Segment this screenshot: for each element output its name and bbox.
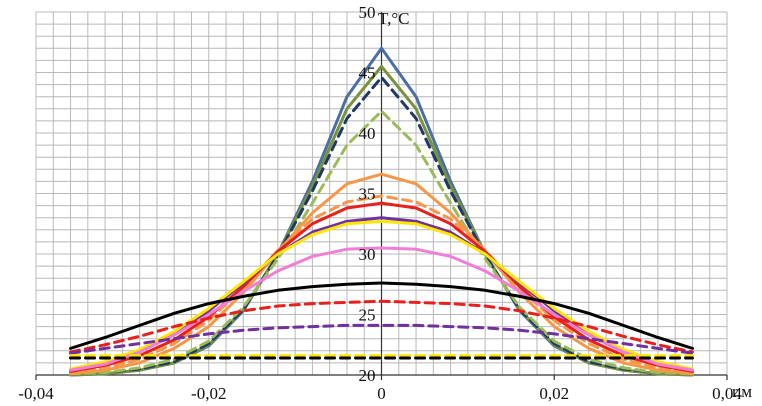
series-line-13 <box>69 323 694 355</box>
series-line-5 <box>69 172 694 376</box>
x-tick-label: 0,04 <box>712 384 742 403</box>
axes <box>35 12 728 380</box>
y-tick-label: 50 <box>359 3 376 22</box>
x-axis-label: r,м <box>732 382 752 401</box>
series-lines <box>69 46 694 377</box>
series-line-9 <box>69 219 694 371</box>
series-line-10 <box>69 246 694 372</box>
x-tick-label: 0,02 <box>539 384 569 403</box>
series-line-6 <box>69 194 694 375</box>
y-tick-label: 25 <box>359 306 376 325</box>
x-tick-label: 0 <box>377 384 386 403</box>
y-tick-label: 30 <box>359 245 376 264</box>
series-line-11 <box>69 281 694 350</box>
x-tick-label: -0,04 <box>18 384 54 403</box>
series-line-4 <box>69 109 694 376</box>
y-tick-label: 40 <box>359 124 376 143</box>
y-tick-label: 45 <box>359 64 376 83</box>
y-axis-label: T,°C <box>378 9 410 28</box>
tick-labels: -0,04 -0,02 0 0,02 0,04 20 25 30 35 40 45 50 <box>18 3 742 403</box>
y-tick-label: 20 <box>359 366 376 385</box>
series-line-12 <box>69 299 694 354</box>
series-line-3 <box>69 75 694 376</box>
x-tick-label: -0,02 <box>191 384 226 403</box>
y-tick-label: 35 <box>359 185 376 204</box>
